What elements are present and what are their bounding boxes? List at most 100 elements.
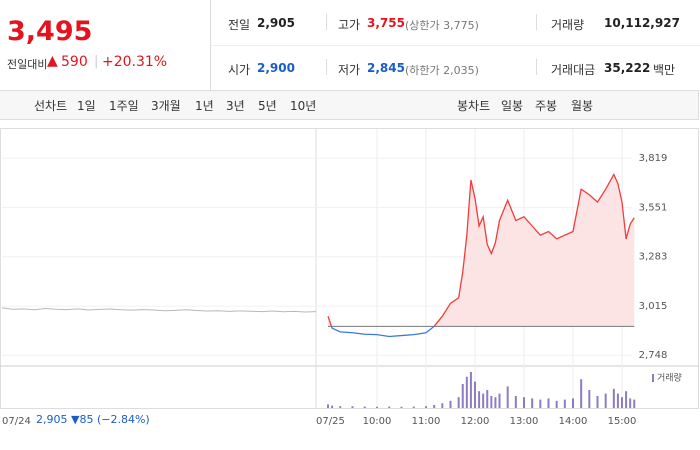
volume-bar [629,398,632,408]
volume-bar [425,406,427,408]
volume-bar [621,397,623,408]
volume-bar [461,384,464,408]
volume-bar [433,405,436,408]
stat-label: 거래량 [551,18,585,32]
y-tick-label: 3,283 [639,252,668,263]
volume-bar [474,381,476,408]
volume-bar [523,397,525,408]
tab[interactable]: 일봉 [501,99,524,113]
col-divider [536,59,537,75]
prev-close: 2,905 [36,413,68,426]
x-tick-label: 12:00 [461,416,490,427]
volume-bar [531,398,534,408]
volume-bar [596,396,599,408]
volume-bar [547,398,550,408]
volume-bar [490,396,493,408]
down-arrow: ▼ [71,413,80,426]
volume-bar [572,398,574,408]
col-divider [536,14,537,30]
tab: 선차트 [34,99,68,113]
row-divider [211,45,700,46]
lower-limit: (하한가 2,035) [405,64,479,77]
volume-bar [486,390,489,408]
col-divider [326,59,327,75]
tab[interactable]: 1주일 [109,99,139,113]
today-line-up [327,172,635,327]
volume-bar [498,393,501,408]
volume-bar [625,391,628,408]
upper-limit: (상한가 3,775) [405,19,479,32]
x-tick-label: 14:00 [559,416,588,427]
volume-bar [327,404,329,408]
stat-unit: 백만 [653,63,676,77]
stat-label: 전일 [228,18,251,32]
volume-bar [339,406,342,408]
tab[interactable]: 5년 [258,99,277,113]
stat-value: 10,112,927 [604,16,680,30]
plot-frame [0,128,699,409]
prev-change-rate: (−2.84%) [96,413,150,426]
tab[interactable]: 3개월 [151,99,181,113]
y-tick-label: 3,551 [639,202,668,213]
x-day-label: 07/25 [316,416,345,427]
divider: | [94,54,99,69]
prev-day-line [1,307,317,313]
change-rate: +20.31% [102,54,168,70]
y-tick-label: 3,015 [639,301,668,312]
volume-bar [400,406,403,408]
volume-bar [457,397,460,408]
stat-label: 고가 [338,18,361,32]
volume-bar [580,379,583,408]
volume-bar [376,406,378,408]
volume-bar [604,393,607,408]
change-caption: 전일대비 [7,58,48,71]
footer: 2,905 ▼85 (−2.84%) [36,413,150,426]
volume-bar [555,400,558,408]
area-up [328,174,635,327]
stat-label: 거래대금 [551,63,596,77]
volume-bar [482,393,485,408]
volume-bar [478,391,481,408]
volume-bar [465,376,468,408]
volume-bar [506,386,509,408]
tab[interactable]: 10년 [290,99,317,113]
volume-bar [449,400,452,408]
tab: 봉차트 [457,99,491,113]
x-tick-label: 13:00 [510,416,539,427]
tab[interactable]: 1년 [195,99,214,113]
volume-bar [441,403,444,408]
volume-bar [331,405,334,408]
volume-bar [363,406,366,408]
change: 590 [61,54,88,70]
x-tick-label: 10:00 [363,416,392,427]
volume-bar [469,372,472,408]
x-tick-label: 15:00 [608,416,637,427]
y-tick-label: 2,748 [639,350,668,361]
stat-label: 시가 [228,63,251,77]
quote-panel: 3,495 전일대비 ▲ 590 | +20.31% [0,0,211,90]
volume-bar [351,406,354,408]
tab-bar [0,90,699,120]
prev-change: 85 [79,413,94,426]
volume-bar [514,396,517,408]
stat-value: 3,755 [367,16,405,30]
volume-bar [412,406,415,408]
tab[interactable]: 월봉 [571,99,594,113]
tab[interactable]: 1일 [77,99,96,113]
x-day-label: 07/24 [2,416,31,427]
tab[interactable]: 주봉 [535,99,558,113]
volume-bar [588,390,591,408]
price: 3,495 [7,16,93,47]
volume-bar [494,397,497,408]
volume-legend: 거래량 [657,372,682,384]
stat-value: 35,222 [604,61,651,75]
y-tick-label: 3,819 [639,153,668,164]
stats-panel: 전일 2,905 시가 2,900 고가 3,755 (상한가 3,775) 저… [211,0,700,90]
stat-value: 2,845 [367,61,405,75]
stat-value: 2,900 [257,61,295,75]
tab[interactable]: 3년 [226,99,245,113]
volume-bar [633,399,636,408]
volume-bar [616,393,619,408]
